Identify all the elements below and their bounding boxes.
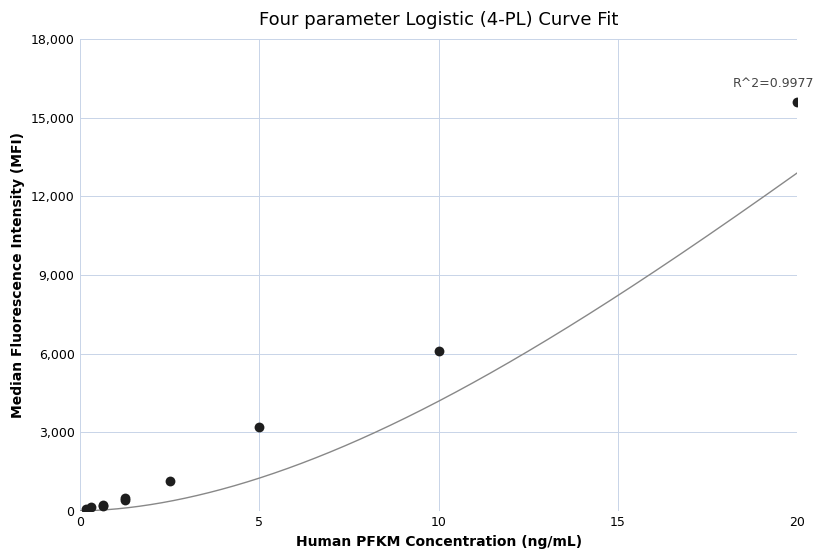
Point	[253, 422, 266, 431]
Text: R^2=0.9977: R^2=0.9977	[733, 77, 815, 90]
Y-axis label: Median Fluorescence Intensity (MFI): Median Fluorescence Intensity (MFI)	[11, 132, 25, 418]
Title: Four parameter Logistic (4-PL) Curve Fit: Four parameter Logistic (4-PL) Curve Fit	[259, 11, 618, 29]
Point	[85, 503, 98, 512]
Point	[118, 494, 131, 503]
Point	[79, 505, 92, 514]
X-axis label: Human PFKM Concentration (ng/mL): Human PFKM Concentration (ng/mL)	[295, 535, 582, 549]
Point	[96, 501, 109, 510]
Point	[163, 476, 176, 485]
Point	[118, 496, 131, 505]
Point	[790, 97, 804, 106]
Point	[96, 500, 109, 509]
Point	[432, 347, 445, 356]
